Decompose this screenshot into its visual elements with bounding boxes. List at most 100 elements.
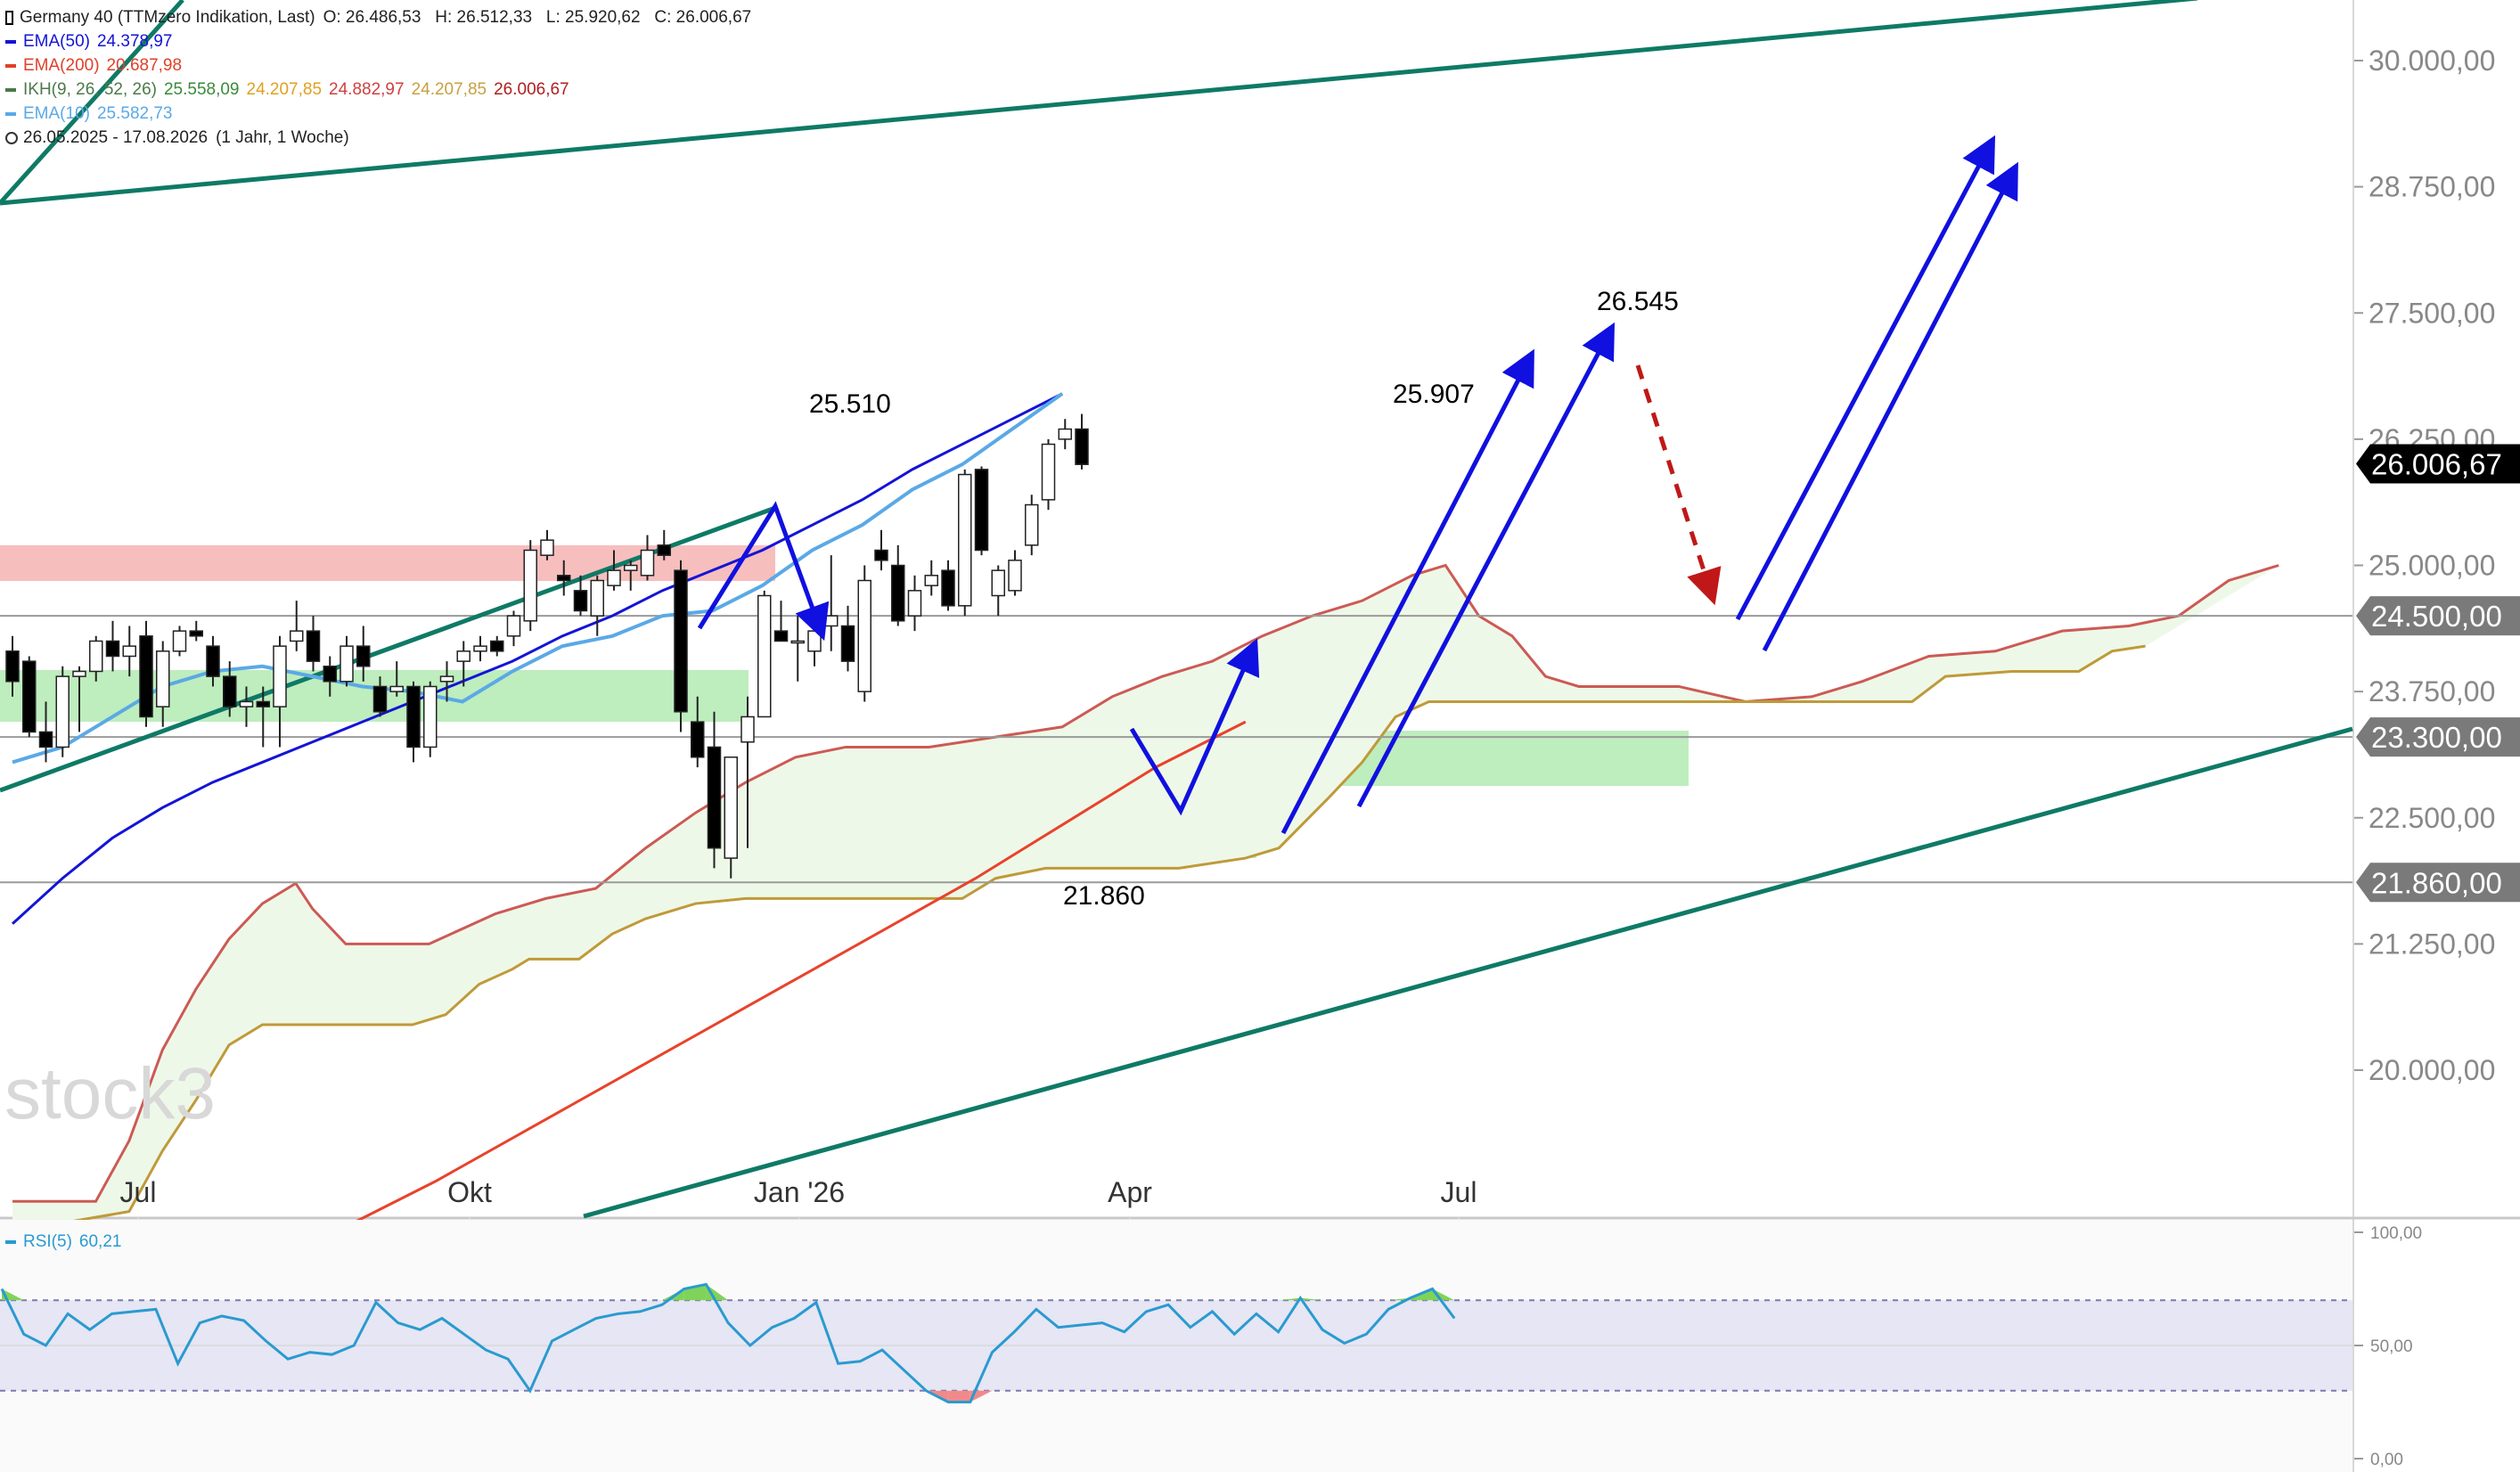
candle-body (1058, 428, 1072, 440)
candle-body (824, 615, 839, 627)
x-tick-label: Okt (447, 1176, 492, 1208)
rsi-line (0, 1282, 1456, 1403)
candle-body (38, 731, 53, 748)
legend-ema200: EMA(200) 20.687,98 (5, 53, 751, 78)
watermark: stock3 (4, 1053, 216, 1134)
ema200-value: 20.687,98 (106, 56, 183, 75)
candle-body (857, 579, 871, 692)
candle (740, 696, 755, 848)
candle (757, 590, 772, 718)
candle (874, 529, 888, 571)
candle-body (691, 721, 705, 758)
candle-body (590, 579, 604, 617)
candle-body (156, 650, 170, 707)
y-tick-label: 28.750,00 (2369, 171, 2495, 203)
legend-ikh: IKH(9, 26, 52, 26) 25.558,09 24.207,85 2… (5, 78, 751, 102)
candle (657, 529, 671, 560)
rsi-swatch (5, 1239, 16, 1244)
price-label-text: 24.500,00 (2371, 600, 2502, 633)
ema50-value: 24.378,97 (96, 32, 173, 51)
candle-body (757, 594, 772, 718)
candle (105, 620, 120, 672)
candle-body (105, 640, 120, 658)
candle (55, 666, 70, 757)
candle-body (323, 666, 337, 683)
candle (139, 620, 153, 727)
main-panel-background (0, 0, 2352, 1216)
arrow-v-bottom (1129, 638, 1260, 816)
candle (223, 661, 237, 717)
candle-body (439, 675, 454, 683)
candle-body (607, 569, 621, 586)
annotation-26545: 26.545 (1597, 287, 1679, 316)
candle (907, 575, 922, 632)
y-tick-label: 21.250,00 (2369, 928, 2495, 960)
candle-body (624, 564, 638, 571)
ikh-swatch (5, 87, 16, 92)
candle (607, 550, 621, 591)
candle-body (356, 645, 371, 667)
candle (640, 535, 655, 581)
ema200-label: EMA(200) (23, 56, 100, 75)
candle-icon (5, 10, 13, 25)
candle (189, 620, 203, 642)
candle (306, 616, 321, 672)
candle-body (707, 746, 722, 849)
candle-body (991, 569, 1005, 597)
candle (1025, 495, 1039, 556)
candle-body (206, 645, 220, 677)
candle (89, 635, 103, 682)
legend-header: Germany 40 (TTMzero Indikation, Last) O:… (5, 5, 751, 29)
candle (72, 666, 86, 732)
ikh-value-4: 24.207,85 (411, 80, 487, 99)
candle (406, 681, 421, 763)
x-tick-label: Jul (1441, 1176, 1477, 1208)
ema10-value: 25.582,73 (96, 104, 173, 123)
candles (5, 413, 1089, 879)
candle (1058, 419, 1072, 450)
candle (239, 686, 254, 727)
candle (691, 696, 705, 768)
candle-body (840, 625, 855, 662)
rsi-oversold-fill (970, 1390, 993, 1402)
candle-body (506, 615, 521, 637)
x-tick-label: Apr (1108, 1176, 1152, 1208)
y-tick-label: 25.000,00 (2369, 550, 2495, 582)
legend-ema10: EMA(10) 25.582,73 (5, 102, 751, 126)
ikh-value-1: 25.558,09 (163, 80, 240, 99)
candle-body (456, 650, 470, 662)
rsi-axis: 100,00 50,00 0,00 (2354, 1224, 2422, 1469)
interval: (1 Jahr, 1 Woche) (216, 128, 349, 147)
price-label-box (2356, 444, 2520, 484)
ema50-label: EMA(50) (23, 32, 90, 51)
cloud-upper-line (12, 563, 2279, 1203)
y-tick-label: 23.750,00 (2369, 675, 2495, 707)
ema10-swatch (5, 111, 16, 116)
candle (122, 626, 136, 677)
rsi-tick-label: 100,00 (2370, 1224, 2422, 1243)
candle-body (306, 630, 321, 662)
candle (857, 565, 871, 702)
price-labels: 26.006,67 24.500,00 23.300,00 21.860,00 (2356, 444, 2520, 903)
chart-legend: Germany 40 (TTMzero Indikation, Last) O:… (5, 5, 751, 150)
candle-body (5, 650, 20, 683)
candle (958, 469, 972, 617)
channel-upper-extension (0, 0, 184, 205)
ema10-line (12, 392, 1064, 765)
candle-body (223, 675, 237, 707)
arrow-up-forecast-2 (1762, 161, 2018, 652)
ema50-line (11, 392, 1063, 925)
rsi-indicator (0, 1282, 2352, 1403)
candle (156, 641, 170, 727)
price-label-text: 23.300,00 (2371, 721, 2502, 754)
rsi-overbought-fill (1278, 1297, 1301, 1301)
y-tick-label: 20.000,00 (2369, 1054, 2495, 1086)
candle (372, 676, 388, 717)
candle-body (540, 539, 554, 556)
price-label-box (2356, 863, 2520, 903)
candle (991, 565, 1005, 617)
candle-body (1075, 428, 1089, 465)
candle (1075, 413, 1089, 470)
candle-body (89, 640, 103, 673)
candle-body (473, 645, 487, 652)
